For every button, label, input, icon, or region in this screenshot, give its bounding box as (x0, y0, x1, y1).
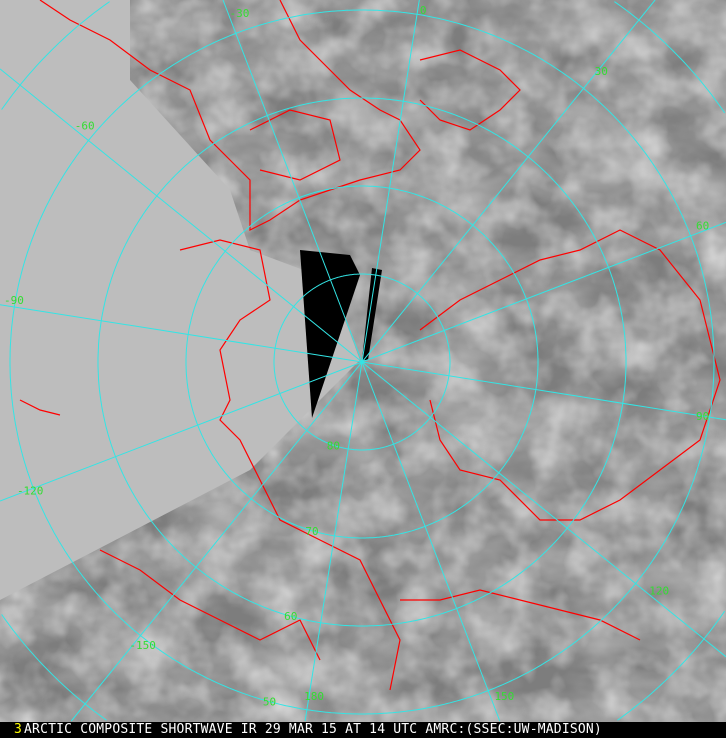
longitude-label: -150 (129, 639, 156, 652)
meridian (361, 221, 726, 363)
longitude-label: -120 (17, 484, 44, 497)
coastline (99, 549, 321, 661)
meridian (0, 68, 363, 363)
meridian (0, 304, 363, 363)
latitude-circle-60 (97, 97, 627, 627)
longitude-label: 30 (595, 65, 608, 78)
latitude-circle-50 (9, 9, 715, 715)
latitude-circle-40 (617, 610, 726, 721)
longitude-label: -60 (75, 119, 95, 132)
latitude-label: 70 (305, 525, 318, 538)
lat-lon-grid (0, 0, 726, 722)
longitude-label: 0 (420, 4, 427, 17)
coastline (419, 229, 721, 521)
meridian (222, 0, 363, 363)
image-caption: 3 ARCTIC COMPOSITE SHORTWAVE IR 29 MAR 15… (0, 722, 726, 738)
latitude-circle-80 (273, 273, 451, 451)
meridian (361, 361, 726, 421)
longitude-label: 90 (696, 410, 709, 423)
latitude-circle-40 (1, 1, 110, 110)
latitude-circle-70 (185, 185, 539, 539)
latitude-circle-40 (1, 614, 107, 721)
grid-labels: -30 0 30 -60 -90 -120 -150 180 150 120 90 60 80 70 60 5… (4, 4, 709, 709)
latitude-label: 50 (263, 696, 276, 709)
caption-text: ARCTIC COMPOSITE SHORTWAVE IR 29 MAR 15 … (24, 722, 602, 737)
coastline (400, 589, 641, 641)
latitude-label: 80 (327, 439, 340, 452)
coastline (179, 239, 401, 691)
longitude-label: 120 (649, 585, 669, 598)
longitude-label: -90 (4, 294, 24, 307)
meridian (361, 361, 726, 658)
meridian (361, 361, 501, 722)
no-data-region (0, 0, 360, 600)
meridian (304, 361, 363, 722)
longitude-label: 60 (696, 220, 709, 233)
longitude-label: 150 (494, 690, 514, 703)
map-canvas: -30 0 30 -60 -90 -120 -150 180 150 120 90 60 80 70 60 5… (0, 0, 726, 722)
latitude-circle-40 (614, 1, 726, 114)
coastline (419, 49, 521, 131)
meridian (0, 361, 363, 502)
frame-number: 3 (14, 722, 23, 737)
no-data-wedge (300, 250, 360, 418)
longitude-label: -30 (230, 7, 250, 20)
latitude-label: 60 (284, 610, 297, 623)
no-data-strip (362, 268, 382, 360)
meridian (70, 361, 363, 722)
coastline (19, 399, 61, 416)
meridian (361, 0, 656, 363)
coastline (249, 109, 341, 181)
longitude-label: 180 (304, 690, 324, 703)
meridian (361, 0, 420, 363)
